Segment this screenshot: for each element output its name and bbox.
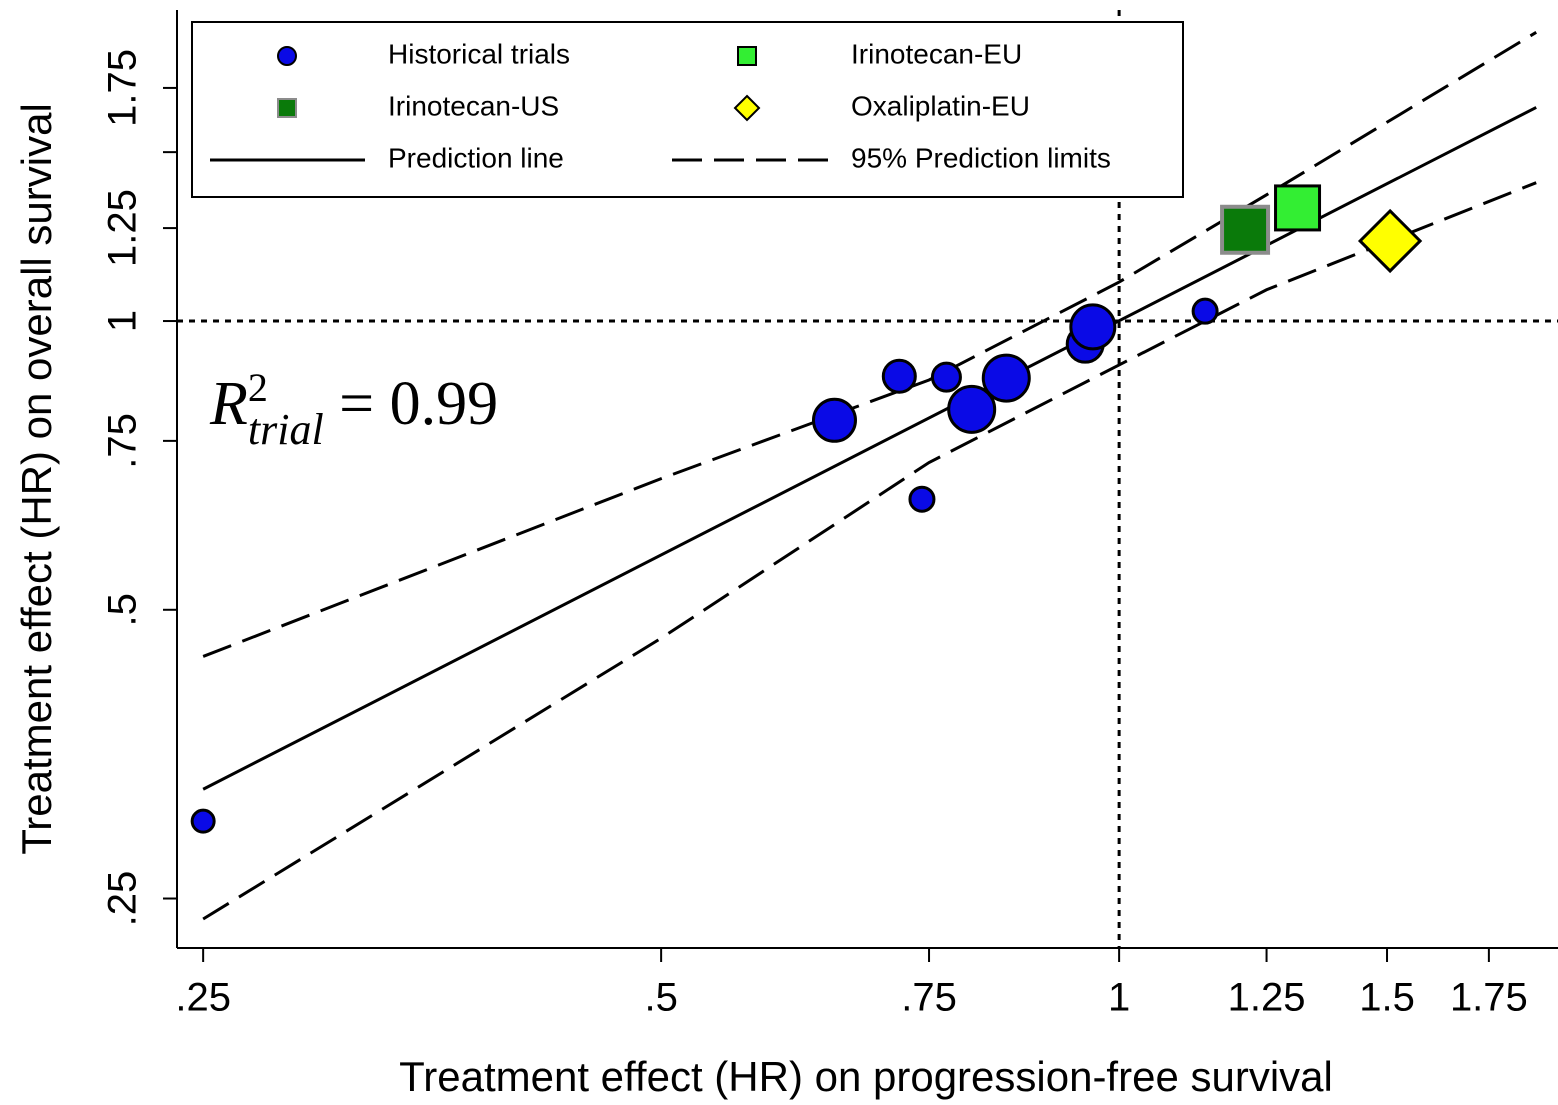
annotation-sub: trial <box>248 405 324 454</box>
annotation: R2 trial = 0.99 <box>209 365 498 454</box>
legend-label: Irinotecan-US <box>388 90 559 121</box>
point <box>881 358 917 394</box>
x-tick-label: .25 <box>175 976 231 1020</box>
legend: Historical trials Irinotecan-EU Irinotecan… <box>191 21 1184 198</box>
annotation-background <box>185 335 540 455</box>
y-tick-label: 1 <box>101 310 145 332</box>
legend-label: Historical trials <box>388 38 570 69</box>
point <box>811 397 857 443</box>
point <box>1274 184 1322 232</box>
y-tick-label: .75 <box>101 413 145 469</box>
y-tick-label: .25 <box>101 871 145 927</box>
y-tick-label: 1.75 <box>101 49 145 127</box>
x-tick-label: 1.5 <box>1359 976 1415 1020</box>
point <box>930 361 962 393</box>
point <box>1220 204 1271 255</box>
point <box>277 98 297 118</box>
annotation-sup: 2 <box>248 365 268 410</box>
point <box>733 94 761 122</box>
point <box>277 46 297 66</box>
prediction-limit-lower <box>202 181 1537 921</box>
point <box>1357 208 1423 274</box>
point <box>947 384 997 434</box>
point <box>1069 303 1117 351</box>
point <box>908 485 936 513</box>
y-tick-label: .5 <box>101 593 145 626</box>
x-tick-label: .5 <box>644 976 677 1020</box>
x-tick-label: 1.25 <box>1228 976 1306 1020</box>
prediction-limit-upper <box>202 31 1537 658</box>
point <box>190 808 216 834</box>
annotation-value: = 0.99 <box>324 370 498 438</box>
y-axis-title: Treatment effect (HR) on overall surviva… <box>13 103 60 855</box>
legend-label: 95% Prediction limits <box>851 142 1111 173</box>
legend-label: Irinotecan-EU <box>851 38 1022 69</box>
legend-frame <box>191 21 1184 198</box>
point <box>1191 297 1219 325</box>
legend-label: Prediction line <box>388 142 564 173</box>
x-tick-label: 1.75 <box>1450 976 1528 1020</box>
y-tick-label: 1.25 <box>101 189 145 267</box>
legend-label: Oxaliplatin-EU <box>851 90 1030 121</box>
x-tick-label: .75 <box>901 976 957 1020</box>
x-axis-title: Treatment effect (HR) on progression-fre… <box>399 1053 1333 1100</box>
annotation-base: R <box>209 370 248 438</box>
point <box>981 353 1031 403</box>
x-tick-label: 1 <box>1108 976 1130 1020</box>
point <box>737 46 757 66</box>
